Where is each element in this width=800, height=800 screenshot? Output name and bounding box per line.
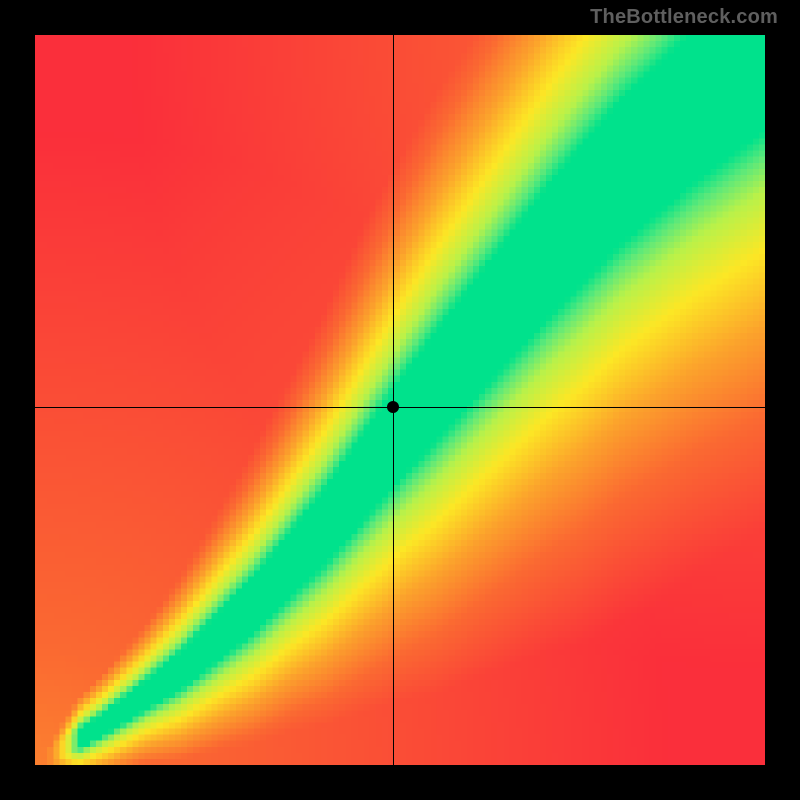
watermark-text: TheBottleneck.com: [590, 6, 778, 29]
heatmap-canvas: [35, 35, 765, 765]
heatmap-plot: [35, 35, 765, 765]
crosshair-horizontal: [35, 407, 765, 408]
crosshair-vertical: [393, 35, 394, 765]
data-point-marker: [387, 401, 399, 413]
